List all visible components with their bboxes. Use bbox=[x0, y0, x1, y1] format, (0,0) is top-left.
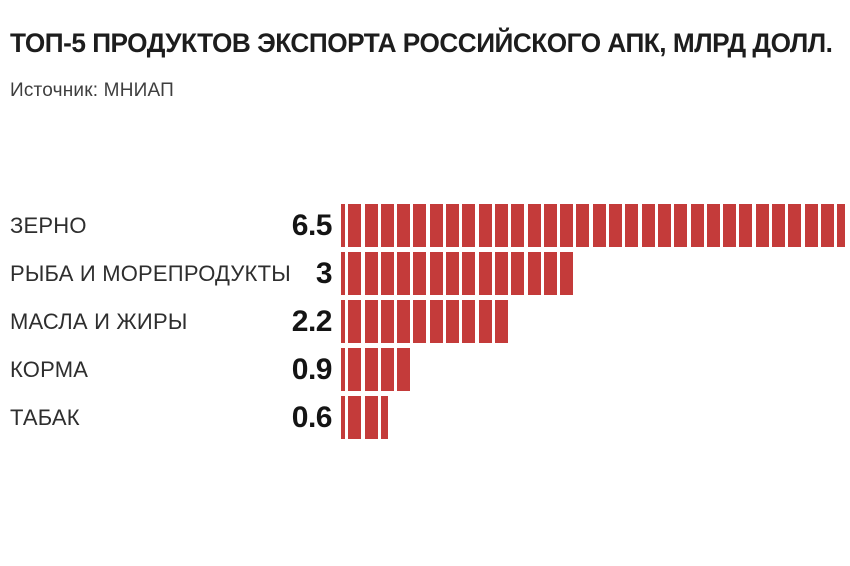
bar-segment bbox=[462, 252, 476, 295]
bar-segment bbox=[494, 300, 508, 343]
bar-segment bbox=[511, 204, 525, 247]
category-label: ЗЕРНО bbox=[10, 212, 87, 238]
chart-row: ЗЕРНО 6.5 bbox=[10, 204, 850, 247]
chart-title: ТОП-5 ПРОДУКТОВ ЭКСПОРТА РОССИЙСКОГО АПК… bbox=[10, 28, 833, 58]
bar-segment bbox=[341, 300, 345, 343]
value-label: 0.9 bbox=[291, 352, 333, 386]
bar-segment bbox=[690, 204, 704, 247]
bar-segment bbox=[341, 252, 345, 295]
bar-segment bbox=[348, 300, 362, 343]
bar-segment bbox=[380, 348, 394, 391]
bar-segment bbox=[364, 300, 378, 343]
chart-row: РЫБА И МОРЕПРОДУКТЫ 3 bbox=[10, 252, 850, 295]
bar-segment bbox=[592, 204, 606, 247]
bar-segment bbox=[348, 396, 362, 439]
bar-segment bbox=[543, 204, 557, 247]
bar-segment bbox=[755, 204, 769, 247]
category-label: РЫБА И МОРЕПРОДУКТЫ bbox=[10, 260, 291, 286]
bar-segment bbox=[446, 300, 460, 343]
bar-segment bbox=[380, 204, 394, 247]
bar-segment bbox=[788, 204, 802, 247]
bar-segment bbox=[511, 252, 525, 295]
bar-segment bbox=[429, 252, 443, 295]
bar-segment bbox=[341, 348, 345, 391]
bar-segment bbox=[609, 204, 623, 247]
bar-segment bbox=[820, 204, 834, 247]
bar-segment bbox=[462, 204, 476, 247]
bar-segment bbox=[462, 300, 476, 343]
bar-segment bbox=[397, 348, 411, 391]
value-label: 2.2 bbox=[291, 304, 333, 338]
category-label: ТАБАК bbox=[10, 404, 80, 430]
chart-source: Источник: МНИАП bbox=[10, 80, 174, 101]
bar-segment bbox=[723, 204, 737, 247]
bar-segment bbox=[543, 252, 557, 295]
value-label: 6.5 bbox=[291, 208, 333, 242]
bar-segment bbox=[364, 396, 378, 439]
bar-segment bbox=[494, 252, 508, 295]
bar-segment bbox=[341, 396, 345, 439]
bar-segment bbox=[364, 348, 378, 391]
bar-segment bbox=[478, 300, 492, 343]
chart-row: МАСЛА И ЖИРЫ 2.2 bbox=[10, 300, 850, 343]
category-label: КОРМА bbox=[10, 356, 89, 382]
bar-segment bbox=[739, 204, 753, 247]
bar-segment bbox=[380, 252, 394, 295]
bar-segment bbox=[364, 252, 378, 295]
row-labels: РЫБА И МОРЕПРОДУКТЫ 3 bbox=[10, 256, 333, 291]
bar-segment bbox=[413, 252, 427, 295]
bar-segment bbox=[478, 204, 492, 247]
bar-segment bbox=[641, 204, 655, 247]
category-label: МАСЛА И ЖИРЫ bbox=[10, 308, 188, 334]
value-bar bbox=[341, 204, 845, 247]
bar-segment bbox=[397, 300, 411, 343]
value-bar bbox=[341, 252, 574, 295]
row-labels: МАСЛА И ЖИРЫ 2.2 bbox=[10, 304, 333, 339]
bar-segment bbox=[527, 204, 541, 247]
bar-segment bbox=[413, 300, 427, 343]
value-label: 3 bbox=[315, 256, 333, 290]
value-bar bbox=[341, 300, 508, 343]
row-labels: КОРМА 0.9 bbox=[10, 352, 333, 387]
bar-segment bbox=[364, 204, 378, 247]
bar-segment bbox=[657, 204, 671, 247]
bar-segment bbox=[804, 204, 818, 247]
bar-segment bbox=[772, 204, 786, 247]
chart-row: ТАБАК 0.6 bbox=[10, 396, 850, 439]
bar-segment bbox=[429, 204, 443, 247]
bar-segment bbox=[837, 204, 845, 247]
row-labels: ЗЕРНО 6.5 bbox=[10, 208, 333, 243]
bar-segment bbox=[706, 204, 720, 247]
bar-segment bbox=[446, 204, 460, 247]
bar-chart: ЗЕРНО 6.5 РЫБА И МОРЕПРОДУКТЫ 3 МАСЛА И ЖИРЫ… bbox=[10, 204, 850, 444]
bar-segment bbox=[341, 204, 345, 247]
bar-segment bbox=[576, 204, 590, 247]
bar-segment bbox=[494, 204, 508, 247]
value-label: 0.6 bbox=[291, 400, 333, 434]
bar-segment bbox=[478, 252, 492, 295]
bar-segment bbox=[413, 204, 427, 247]
bar-segment bbox=[348, 204, 362, 247]
bar-segment bbox=[446, 252, 460, 295]
bar-segment bbox=[560, 204, 574, 247]
bar-segment bbox=[560, 252, 574, 295]
bar-segment bbox=[348, 348, 362, 391]
bar-segment bbox=[397, 252, 411, 295]
bar-segment bbox=[527, 252, 541, 295]
row-labels: ТАБАК 0.6 bbox=[10, 400, 333, 435]
value-bar bbox=[341, 348, 411, 391]
bar-segment bbox=[674, 204, 688, 247]
bar-segment bbox=[380, 396, 388, 439]
bar-segment bbox=[625, 204, 639, 247]
value-bar bbox=[341, 396, 388, 439]
bar-segment bbox=[397, 204, 411, 247]
bar-segment bbox=[429, 300, 443, 343]
chart-row: КОРМА 0.9 bbox=[10, 348, 850, 391]
bar-segment bbox=[348, 252, 362, 295]
bar-segment bbox=[380, 300, 394, 343]
